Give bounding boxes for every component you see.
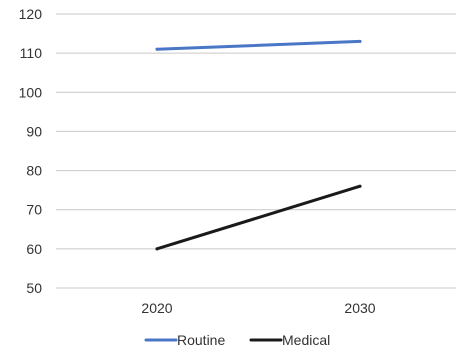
- y-axis-tick-labels: 50 60 70 80 90 100 110 120: [19, 6, 43, 296]
- y-tick-label: 90: [26, 123, 42, 139]
- legend: Routine Medical: [144, 332, 330, 348]
- y-tick-label: 100: [19, 84, 43, 100]
- y-tick-label: 50: [26, 280, 42, 296]
- data-point-routine: [155, 47, 159, 51]
- y-tick-label: 60: [26, 241, 42, 257]
- y-tick-label: 110: [20, 45, 43, 61]
- data-point-medical: [155, 247, 159, 251]
- y-tick-label: 80: [26, 163, 42, 179]
- data-point-routine: [358, 39, 362, 43]
- x-tick-label: 2020: [141, 300, 172, 316]
- x-tick-label: 2030: [344, 300, 375, 316]
- legend-label-medical: Medical: [282, 332, 330, 348]
- series-lines: [155, 39, 362, 251]
- x-axis-tick-labels: 2020 2030: [141, 300, 375, 316]
- gridlines: [56, 13, 456, 289]
- y-tick-label: 70: [26, 202, 42, 218]
- series-line-routine: [155, 39, 362, 51]
- series-line-medical: [155, 184, 362, 251]
- data-point-medical: [358, 184, 362, 188]
- legend-label-routine: Routine: [177, 332, 225, 348]
- y-tick-label: 120: [19, 6, 43, 22]
